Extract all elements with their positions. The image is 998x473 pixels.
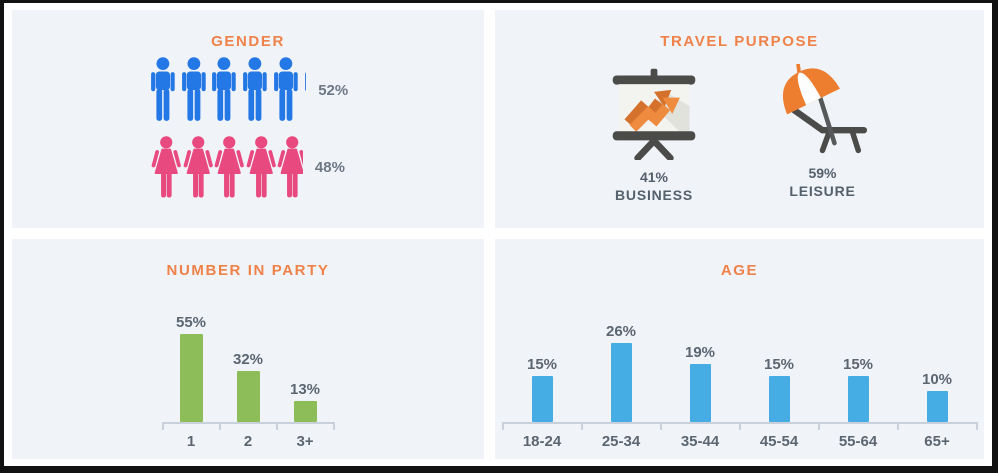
bar-value-label: 55% — [175, 314, 207, 331]
x-axis — [161, 422, 335, 430]
travel-purpose-panel: TRAVEL PURPOSE 41% BUSINESS — [495, 10, 984, 228]
business-percentage: 41% — [639, 169, 669, 185]
axis-tick — [580, 422, 660, 430]
age-title: AGE — [720, 262, 759, 279]
bar — [610, 343, 632, 422]
male-icon — [181, 57, 206, 121]
female-row: 48% — [151, 136, 345, 199]
bars-row: 15% 26% 19% 15% 15% 10% — [503, 323, 977, 422]
bar-value-label: 15% — [842, 356, 874, 373]
axis-tick — [817, 422, 897, 430]
category-label: 2 — [243, 433, 253, 450]
bar — [926, 391, 948, 422]
leisure-percentage: 59% — [808, 165, 837, 181]
axis-tick — [501, 422, 581, 430]
axis-tick — [161, 422, 219, 430]
bar — [293, 401, 317, 422]
bar — [847, 376, 869, 422]
chart-column: 26% — [582, 323, 661, 422]
category-label: 55-64 — [838, 433, 878, 450]
chart-column: 15% — [740, 356, 819, 422]
male-icon — [150, 57, 175, 121]
infographic-grid: GENDER 52% 48% TRAVEL PURPOSE — [12, 10, 984, 459]
chart-column: 13% — [277, 381, 334, 422]
bar-value-label: 15% — [526, 356, 558, 373]
axis-tick — [275, 422, 333, 430]
bars-row: 55% 32% 13% — [163, 314, 334, 422]
bar — [531, 376, 553, 422]
leisure-label: LEISURE — [789, 183, 856, 199]
beach-lounger-umbrella-icon — [783, 64, 868, 154]
axis-tick — [218, 422, 276, 430]
travel-purpose-title: TRAVEL PURPOSE — [660, 33, 819, 50]
category-label: 3+ — [296, 433, 314, 450]
business-item: 41% BUSINESS — [606, 64, 702, 203]
x-axis — [501, 422, 978, 430]
age-panel: AGE 15% 26% 19% 15% 15% 10% 18-24 25-34 35-44 45-… — [495, 239, 984, 459]
category-label: 25-34 — [601, 433, 641, 450]
male-icon — [274, 57, 298, 121]
party-size-chart: 55% 32% 13% 1 2 3+ — [161, 314, 335, 459]
category-label: 65+ — [924, 433, 950, 450]
male-percentage: 52% — [318, 81, 349, 99]
bar — [179, 334, 203, 422]
category-label: 45-54 — [759, 433, 799, 450]
male-icons — [148, 57, 307, 123]
gender-title: GENDER — [211, 33, 285, 50]
female-icon — [245, 136, 277, 199]
female-icons — [151, 136, 303, 199]
chart-column: 15% — [819, 356, 898, 422]
male-icon — [212, 57, 237, 121]
party-size-title: NUMBER IN PARTY — [166, 262, 330, 279]
axis-tick — [738, 422, 818, 430]
female-icon — [182, 136, 214, 199]
chart-column: 32% — [220, 351, 277, 422]
male-row: 52% — [148, 57, 349, 123]
axis-tick — [659, 422, 739, 430]
female-icon — [214, 136, 245, 199]
x-axis-labels: 1 2 3+ — [163, 433, 334, 450]
leisure-item: 59% LEISURE — [772, 64, 873, 203]
party-size-panel: NUMBER IN PARTY 55% 32% 13% 1 2 3+ — [12, 239, 484, 459]
female-percentage: 48% — [314, 159, 345, 176]
chart-column: 55% — [163, 314, 220, 422]
chart-column: 15% — [503, 356, 582, 422]
gender-panel: GENDER 52% 48% — [12, 10, 484, 228]
chart-column: 10% — [898, 371, 977, 422]
business-label: BUSINESS — [615, 187, 693, 203]
bar — [236, 371, 260, 422]
category-label: 35-44 — [680, 433, 720, 450]
travel-items: 41% BUSINESS 59% LEISURE — [606, 64, 873, 203]
female-icon — [151, 136, 182, 199]
chart-column: 19% — [661, 344, 740, 422]
male-icon — [304, 57, 307, 121]
presentation-chart-icon — [612, 68, 696, 160]
bar-value-label: 32% — [232, 351, 264, 368]
bar-value-label: 10% — [921, 371, 953, 388]
bar-value-label: 19% — [684, 344, 716, 361]
axis-tick — [896, 422, 976, 430]
bar — [689, 364, 711, 422]
category-label: 1 — [186, 433, 196, 450]
male-icon — [243, 57, 267, 121]
bar — [768, 376, 790, 422]
bar-value-label: 26% — [605, 323, 637, 340]
x-axis-labels: 18-24 25-34 35-44 45-54 55-64 65+ — [503, 433, 977, 450]
bar-value-label: 15% — [763, 356, 795, 373]
age-chart: 15% 26% 19% 15% 15% 10% 18-24 25-34 35-44 45-54 55… — [501, 323, 978, 459]
female-icon — [277, 136, 303, 199]
bar-value-label: 13% — [289, 381, 321, 398]
category-label: 18-24 — [522, 433, 562, 450]
